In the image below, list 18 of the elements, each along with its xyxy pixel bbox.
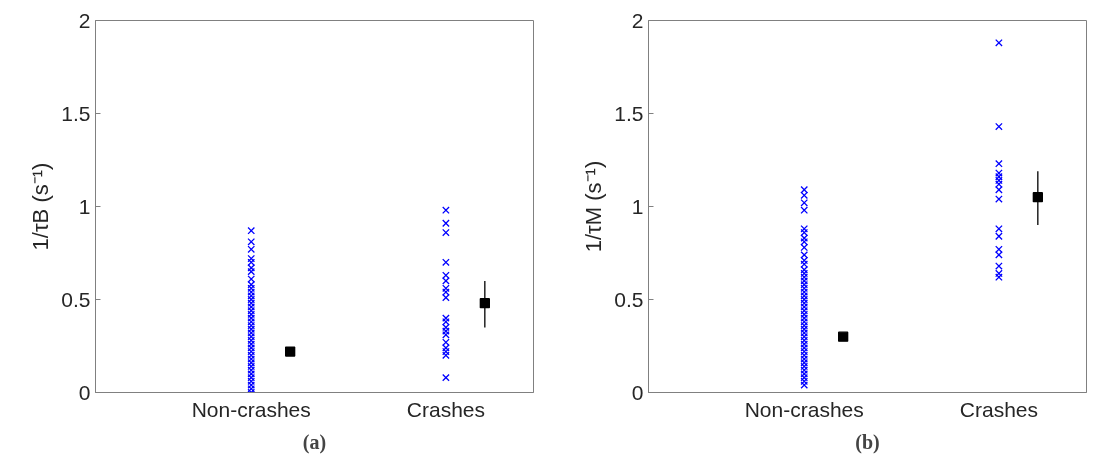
y-tick-label: 1.5 [614,101,644,125]
x-tick-label: Crashes [959,397,1039,421]
y-tick-label: 1.5 [61,101,91,125]
x-tick-label: Non-crashes [191,397,311,421]
y-tick-label: 0.5 [614,287,644,311]
x-tick-label: Crashes [406,397,485,421]
y-tick-label: 0.5 [61,287,91,311]
y-tick-label: 2 [78,8,91,32]
x-tick-label: Non-crashes [744,397,864,421]
text: (b) [855,430,880,454]
text: (a) [302,430,327,454]
y-tick-label: 0 [631,380,644,404]
y-tick-label: 0 [78,380,91,404]
y-tick-label: 1 [631,194,644,218]
y-tick-label: 2 [631,8,644,32]
y-axis-title: 1/τB (s⁻¹) [28,162,54,251]
y-axis-title: 1/τM (s⁻¹) [581,160,607,253]
y-tick-label: 1 [78,194,91,218]
